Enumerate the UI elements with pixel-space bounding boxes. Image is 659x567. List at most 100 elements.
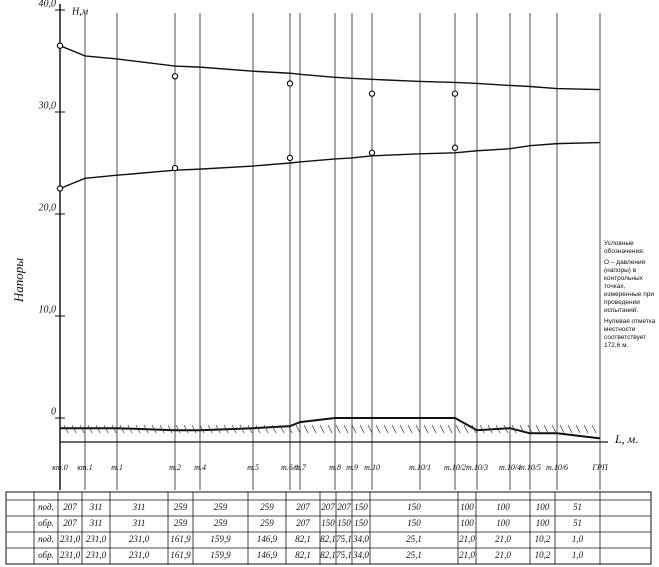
table-cell: 159,9 — [210, 534, 231, 544]
legend-title: Условные обозначения: — [604, 240, 645, 255]
table-cell: 75,1 — [336, 534, 352, 544]
measured-point — [451, 90, 459, 97]
x-tick-label: т.4 — [194, 463, 206, 472]
table-cell: 75,1 — [336, 550, 352, 560]
table-cell: 207 — [63, 502, 77, 512]
x-tick-label: т.7 — [294, 463, 307, 472]
x-tick-label: т.6/1 — [281, 463, 299, 472]
table-cell: 1,0 — [572, 550, 584, 560]
table-cell: 146,9 — [257, 550, 278, 560]
hatch — [439, 424, 445, 434]
hatch — [567, 424, 573, 434]
y-tick-label: 30,0 — [38, 100, 57, 111]
hatch — [519, 424, 525, 434]
table-cell: 51 — [573, 502, 582, 512]
measured-point — [368, 149, 376, 156]
x-tick-label: т.1 — [111, 463, 123, 472]
table-cell: 207 — [296, 518, 310, 528]
hatch — [583, 424, 589, 434]
hatch — [119, 424, 125, 434]
table-cell: 231,0 — [86, 550, 107, 560]
table-cell: 259 — [260, 518, 274, 528]
hatch — [239, 424, 245, 434]
table-cell: 1,0 — [572, 534, 584, 544]
hatch — [383, 424, 389, 434]
hatch — [263, 424, 269, 434]
hatch — [271, 424, 277, 434]
table-cell: 82,1 — [320, 550, 336, 560]
x-tick-label: т.10/5 — [519, 463, 541, 472]
x-tick-label: кт.1 — [77, 463, 93, 472]
measured-point — [56, 42, 64, 49]
table-cell: 161,9 — [170, 550, 191, 560]
hatch — [63, 424, 69, 434]
head-line — [59, 141, 601, 190]
x-tick-label: т.10/2 — [444, 463, 466, 472]
hatch — [167, 424, 173, 434]
measured-point — [451, 144, 459, 151]
note: Нулевая отметка местности соответствует … — [604, 318, 656, 349]
table-cell: 82,1 — [295, 550, 311, 560]
hatch — [127, 424, 133, 434]
hatch — [319, 424, 325, 434]
table-cell: 231,0 — [129, 534, 150, 544]
table-cell: 100 — [460, 502, 474, 512]
hatch — [135, 424, 141, 434]
hatch — [87, 424, 93, 434]
measured-point — [171, 73, 179, 80]
hatch — [351, 424, 357, 434]
hatch — [503, 424, 509, 434]
hatch — [399, 424, 405, 434]
x-tick-label: т.9 — [346, 463, 358, 472]
table-cell: 311 — [89, 518, 103, 528]
legend-text: O – давления (напоры) в контрольных точк… — [604, 259, 654, 314]
hatch — [191, 424, 197, 434]
hatch — [311, 424, 317, 434]
hatch — [407, 424, 413, 434]
table-cell: 231,0 — [60, 550, 81, 560]
y-label: Н,м — [71, 6, 89, 17]
hatch — [591, 424, 597, 434]
hatch — [431, 424, 437, 434]
hatch — [327, 424, 333, 434]
table-cell: 161,9 — [170, 534, 191, 544]
table-cell: 311 — [132, 518, 146, 528]
x-tick-label: ГРП — [591, 463, 608, 472]
table-cell: 207 — [321, 502, 335, 512]
table-cell: 259 — [214, 518, 228, 528]
table-cell: 10,2 — [535, 550, 551, 560]
hatch — [255, 424, 261, 434]
row-label: под. — [38, 502, 54, 512]
table-cell: 150 — [354, 502, 368, 512]
table-cell: 311 — [132, 502, 146, 512]
table-cell: 207 — [63, 518, 77, 528]
table-cell: 231,0 — [86, 534, 107, 544]
table-cell: 150 — [407, 502, 421, 512]
hatch — [487, 424, 493, 434]
hatch — [159, 424, 165, 434]
table-cell: 146,9 — [257, 534, 278, 544]
measured-point — [368, 90, 376, 97]
measured-point — [171, 164, 179, 172]
hatch — [559, 424, 565, 434]
hatch — [199, 424, 205, 434]
row-label: обр. — [38, 518, 54, 528]
hatch — [415, 424, 421, 434]
table-cell: 21,0 — [495, 534, 511, 544]
hatch — [447, 424, 453, 434]
table-cell: 159,9 — [210, 550, 231, 560]
hatch — [103, 424, 109, 434]
hatch — [455, 424, 461, 434]
x-label: L, м. — [614, 432, 638, 446]
hatch — [79, 424, 85, 434]
hatch — [391, 424, 397, 434]
table-cell: 25,1 — [406, 550, 422, 560]
hatch — [375, 424, 381, 434]
x-tick-label: т.5 — [247, 463, 259, 472]
table-cell: 150 — [407, 518, 421, 528]
x-tick-label: т.10/6 — [546, 463, 568, 472]
y-tick-label: 0 — [51, 406, 56, 417]
hatch — [95, 424, 101, 434]
table-cell: 150 — [354, 518, 368, 528]
hatch — [551, 424, 557, 434]
